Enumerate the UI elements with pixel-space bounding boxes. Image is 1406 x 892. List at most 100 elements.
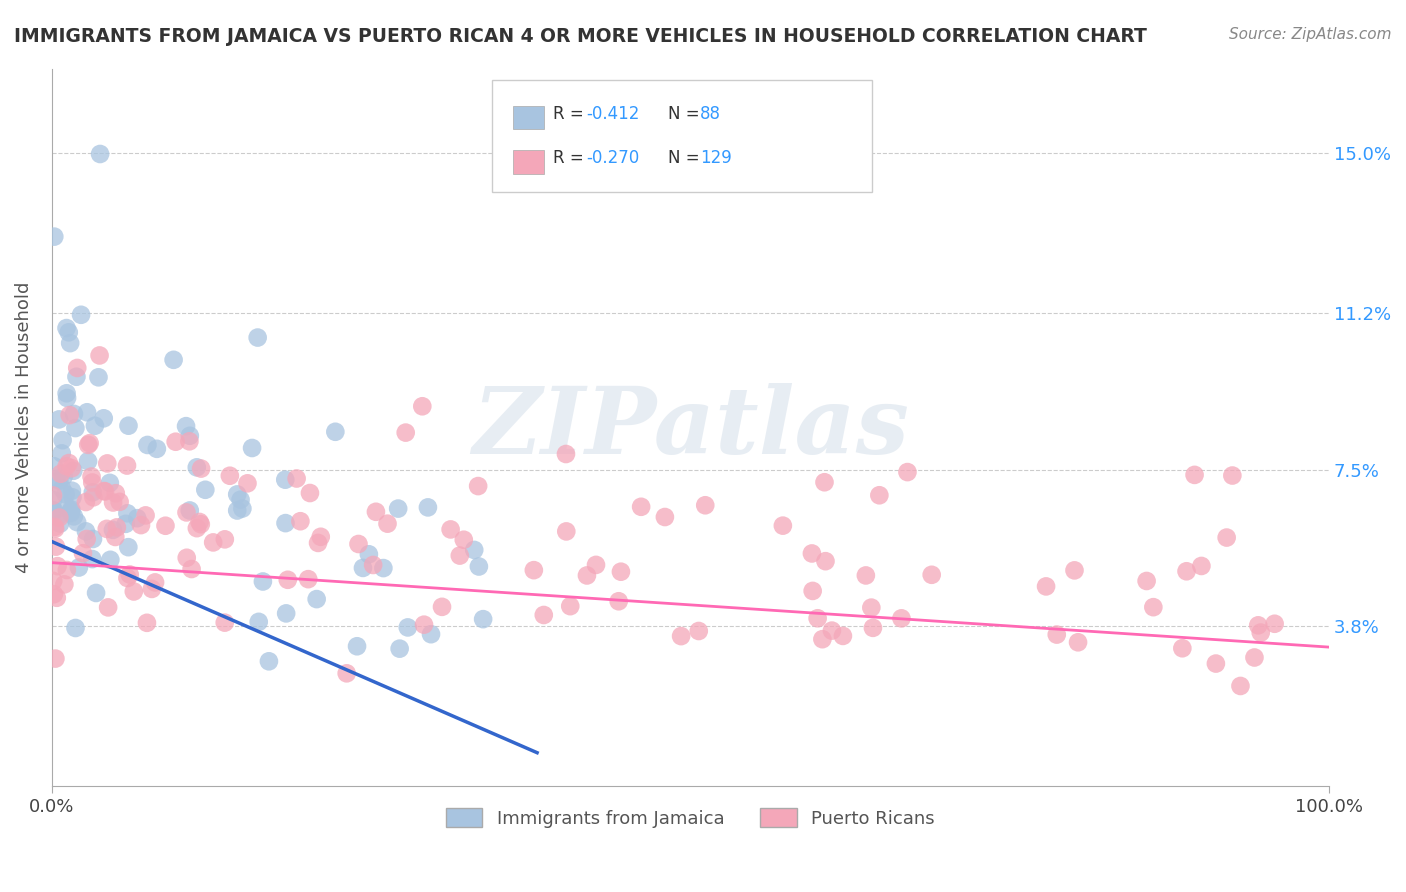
Point [860, 600, 883, 615]
Point [165, 434, 187, 449]
Point [48, 510, 70, 524]
Point [98, 553, 121, 567]
Point [352, 561, 374, 575]
Point [218, 468, 240, 483]
Point [59, 504, 82, 518]
Point [468, 559, 491, 574]
Point [801, 583, 824, 598]
Point [1063, 563, 1085, 577]
Point [48, 412, 70, 426]
Point [104, 530, 127, 544]
Point [49, 467, 72, 481]
Point [813, 475, 835, 490]
Point [862, 621, 884, 635]
Point [55, 487, 77, 501]
Point [129, 518, 152, 533]
Point [1136, 574, 1159, 588]
Point [654, 510, 676, 524]
Point [117, 540, 139, 554]
Point [66, 515, 89, 529]
Point [49, 516, 72, 531]
Point [1229, 679, 1251, 693]
Point [202, 535, 225, 549]
Point [1264, 616, 1286, 631]
Point [523, 563, 546, 577]
Point [420, 627, 443, 641]
Point [194, 483, 217, 497]
Point [55, 500, 77, 514]
Point [118, 567, 141, 582]
Point [610, 565, 633, 579]
Point [1142, 600, 1164, 615]
Point [575, 568, 598, 582]
Point [585, 558, 607, 572]
Point [669, 629, 692, 643]
Point [247, 615, 270, 629]
Point [59, 336, 82, 351]
Point [688, 624, 710, 638]
Point [472, 612, 495, 626]
Point [55, 321, 77, 335]
Point [176, 550, 198, 565]
Point [226, 487, 249, 501]
Point [1175, 564, 1198, 578]
Point [56, 563, 79, 577]
Point [108, 495, 131, 509]
Point [62, 491, 84, 505]
Point [800, 546, 823, 560]
Point [66, 361, 89, 376]
Point [75, 495, 97, 509]
Point [141, 582, 163, 596]
Point [411, 399, 433, 413]
Point [58, 326, 80, 340]
Point [364, 505, 387, 519]
Point [58, 456, 80, 470]
Point [96, 522, 118, 536]
Point [176, 505, 198, 519]
Point [695, 498, 717, 512]
Point [45, 540, 67, 554]
Point [190, 461, 212, 475]
Point [42, 493, 65, 508]
Point [55, 386, 77, 401]
Point [413, 617, 436, 632]
Point [453, 533, 475, 547]
Text: ZIPatlas: ZIPatlas [472, 383, 908, 473]
Point [136, 615, 159, 630]
Point [42, 587, 65, 601]
Point [42, 503, 65, 517]
Point [821, 624, 844, 638]
Point [395, 425, 418, 440]
Point [89, 348, 111, 362]
Point [52, 469, 75, 483]
Point [807, 611, 830, 625]
Text: -0.412: -0.412 [586, 105, 640, 123]
Point [868, 488, 890, 502]
Point [346, 640, 368, 654]
Point [52, 433, 75, 447]
Point [290, 514, 312, 528]
Point [80, 469, 103, 483]
Point [44, 651, 66, 665]
Point [855, 568, 877, 582]
Point [274, 516, 297, 530]
Point [87, 370, 110, 384]
Point [55, 459, 77, 474]
Text: IMMIGRANTS FROM JAMAICA VS PUERTO RICAN 4 OR MORE VEHICLES IN HOUSEHOLD CORRELAT: IMMIGRANTS FROM JAMAICA VS PUERTO RICAN … [14, 27, 1147, 45]
Point [179, 503, 201, 517]
Point [155, 518, 177, 533]
Point [101, 495, 124, 509]
Point [214, 533, 236, 547]
Point [560, 599, 582, 614]
Point [45, 591, 67, 605]
Point [83, 418, 105, 433]
Point [63, 509, 86, 524]
Text: 88: 88 [700, 105, 721, 123]
Point [229, 492, 252, 507]
Point [336, 666, 359, 681]
Point [347, 537, 370, 551]
Point [67, 560, 90, 574]
Point [143, 575, 166, 590]
Point [96, 457, 118, 471]
Point [276, 607, 298, 621]
